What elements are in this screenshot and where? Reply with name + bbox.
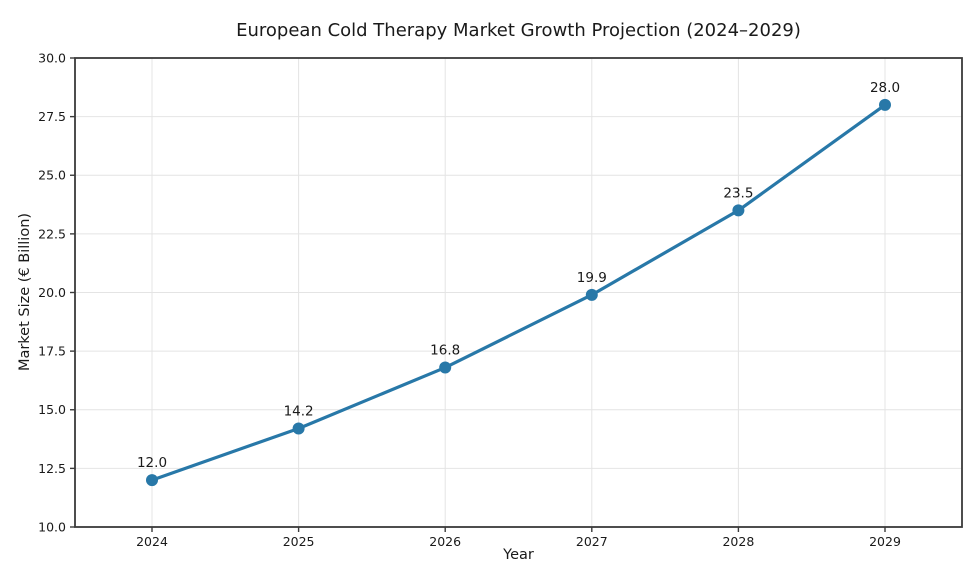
chart-title: European Cold Therapy Market Growth Proj…: [236, 20, 801, 41]
y-tick-label: 15.0: [38, 402, 66, 417]
data-point-label: 23.5: [723, 185, 753, 201]
x-tick-label: 2029: [869, 534, 901, 549]
y-tick-label: 22.5: [38, 226, 66, 241]
x-tick-label: 2025: [283, 534, 315, 549]
data-point-label: 16.8: [430, 343, 460, 359]
data-point-marker: [732, 204, 745, 217]
data-point-marker: [879, 98, 891, 111]
data-point-marker: [146, 474, 158, 487]
x-tick-label: 2026: [429, 534, 461, 549]
x-tick-label: 2027: [576, 534, 608, 549]
x-tick-label: 2028: [722, 534, 754, 549]
series-line: [150, 103, 887, 482]
y-tick-label: 20.0: [38, 285, 66, 300]
y-tick-label: 30.0: [38, 50, 66, 65]
data-point-marker: [439, 361, 452, 374]
y-tick-label: 12.5: [38, 461, 66, 476]
data-point-label: 19.9: [577, 270, 607, 286]
y-tick-label: 27.5: [38, 109, 66, 124]
data-point-marker: [585, 288, 598, 301]
y-tick-label: 17.5: [38, 344, 66, 359]
y-tick-label: 25.0: [38, 168, 66, 183]
y-tick-label: 10.0: [38, 519, 66, 534]
data-point-label: 28.0: [870, 80, 900, 96]
data-point-label: 14.2: [284, 404, 314, 420]
axes-frame: [74, 57, 963, 528]
data-point-label: 12.0: [137, 455, 167, 471]
x-axis-label: Year: [503, 547, 534, 563]
data-point-marker: [292, 422, 305, 435]
x-tick-label: 2024: [136, 534, 168, 549]
